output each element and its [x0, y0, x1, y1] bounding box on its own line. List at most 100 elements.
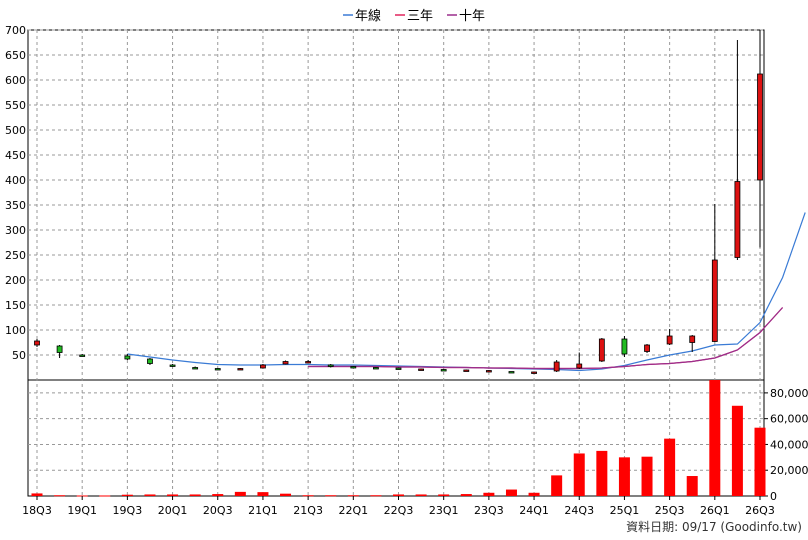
plot-frame	[27, 29, 765, 497]
volume-bar	[460, 494, 472, 496]
volume-bar	[731, 405, 743, 496]
volume-bar	[551, 475, 563, 496]
candle-body	[508, 371, 515, 374]
candle-body	[237, 368, 244, 371]
price-panel: 50 100 150 200 250 300 350 400 450 500 550 600 650 70…	[5, 24, 806, 497]
price-tick-label: 500	[5, 124, 26, 137]
candle-body	[598, 338, 605, 362]
x-tick-label: 20Q1	[158, 504, 188, 517]
ma-line-年線	[127, 212, 806, 372]
volume-bar	[189, 494, 201, 496]
candle-body	[147, 358, 153, 364]
volume-bar	[415, 494, 427, 496]
candle-body	[395, 367, 402, 370]
x-tick-label: 19Q3	[113, 504, 143, 517]
candle-body	[327, 364, 334, 367]
legend-label: 十年	[459, 9, 485, 24]
candle-body	[34, 340, 40, 346]
candle-body	[734, 181, 741, 258]
volume-bar	[483, 492, 495, 496]
price-tick-label: 450	[5, 149, 26, 162]
volume-tick-label: 0	[770, 490, 777, 503]
candle-body	[711, 259, 718, 342]
x-tick-label: 26Q3	[745, 504, 775, 517]
volume-panel: 0 20,000 40,000 60,000 80,000	[28, 380, 808, 503]
volume-bar	[121, 494, 133, 496]
volume-bar	[280, 493, 292, 496]
candle-body	[282, 361, 289, 365]
price-tick-label: 200	[5, 274, 26, 287]
volume-tick-label: 60,000	[770, 413, 808, 426]
price-tick-label: 400	[5, 174, 26, 187]
x-axis: 18Q3 19Q1 19Q3 20Q1 20Q3 21Q1 21Q3 22Q1 22Q3 23Q1…	[22, 496, 775, 517]
volume-bar	[618, 457, 630, 496]
x-tick-label: 18Q3	[22, 504, 52, 517]
chart-legend: 年線 三年 十年	[343, 8, 485, 24]
candle-body	[666, 335, 673, 345]
price-tick-label: 250	[5, 249, 26, 262]
x-tick-label: 22Q1	[338, 504, 368, 517]
data-date-footer: 資料日期: 09/17 (Goodinfo.tw)	[626, 520, 802, 534]
volume-bar	[212, 494, 224, 496]
volume-bar	[641, 456, 653, 496]
candle-body	[440, 369, 447, 372]
candle-body	[79, 354, 86, 357]
candle-body	[350, 366, 357, 369]
volume-bar	[99, 495, 111, 497]
candle-body	[531, 371, 537, 374]
volume-bar	[54, 495, 66, 497]
price-tick-label: 650	[5, 49, 26, 62]
candle-body	[576, 363, 583, 369]
volume-bar	[709, 380, 721, 496]
candle-body	[621, 338, 628, 355]
volume-bar	[31, 493, 43, 496]
x-tick-label: 23Q3	[474, 504, 504, 517]
candle-body	[373, 367, 379, 370]
price-tick-label: 300	[5, 224, 26, 237]
volume-bar	[754, 427, 766, 496]
volume-bar	[573, 453, 585, 496]
price-tick-label: 550	[5, 99, 26, 112]
candle-body	[260, 364, 266, 369]
x-tick-label: 24Q1	[519, 504, 549, 517]
candle-body	[757, 73, 763, 181]
candle-body	[305, 361, 312, 364]
price-tick-label: 150	[5, 299, 26, 312]
candle-body	[689, 335, 696, 343]
volume-bar	[664, 438, 676, 496]
candle-body	[192, 367, 199, 370]
volume-bar	[347, 495, 359, 497]
candle-body	[56, 345, 63, 353]
candle-body	[553, 361, 560, 372]
x-tick-label: 22Q3	[384, 504, 414, 517]
x-tick-label: 26Q1	[700, 504, 730, 517]
legend-label: 三年	[407, 9, 433, 24]
x-tick-label: 20Q3	[203, 504, 233, 517]
candle-body	[124, 355, 131, 360]
volume-bar	[370, 495, 382, 497]
candle-body	[485, 370, 492, 373]
candle-body	[644, 344, 650, 352]
volume-bar	[302, 495, 314, 497]
volume-bar	[528, 492, 540, 496]
volume-tick-label: 80,000	[770, 387, 808, 400]
volume-tick-label: 40,000	[770, 438, 808, 451]
candle-body	[214, 368, 221, 371]
volume-bar	[505, 489, 517, 496]
volume-bar	[393, 494, 404, 496]
volume-tick-label: 20,000	[770, 464, 808, 477]
volume-bar	[257, 492, 269, 496]
volume-bar	[76, 495, 88, 497]
price-tick-label: 100	[5, 324, 26, 337]
volume-bar	[686, 476, 698, 496]
volume-bar	[144, 494, 156, 496]
price-tick-label: 50	[12, 349, 26, 362]
volume-bar	[234, 491, 246, 496]
ma-line-十年	[308, 307, 784, 370]
x-tick-label: 25Q1	[610, 504, 640, 517]
price-tick-label: 700	[5, 24, 26, 37]
price-tick-label: 350	[5, 199, 26, 212]
legend-label: 年線	[355, 8, 381, 24]
x-tick-label: 23Q1	[429, 504, 459, 517]
